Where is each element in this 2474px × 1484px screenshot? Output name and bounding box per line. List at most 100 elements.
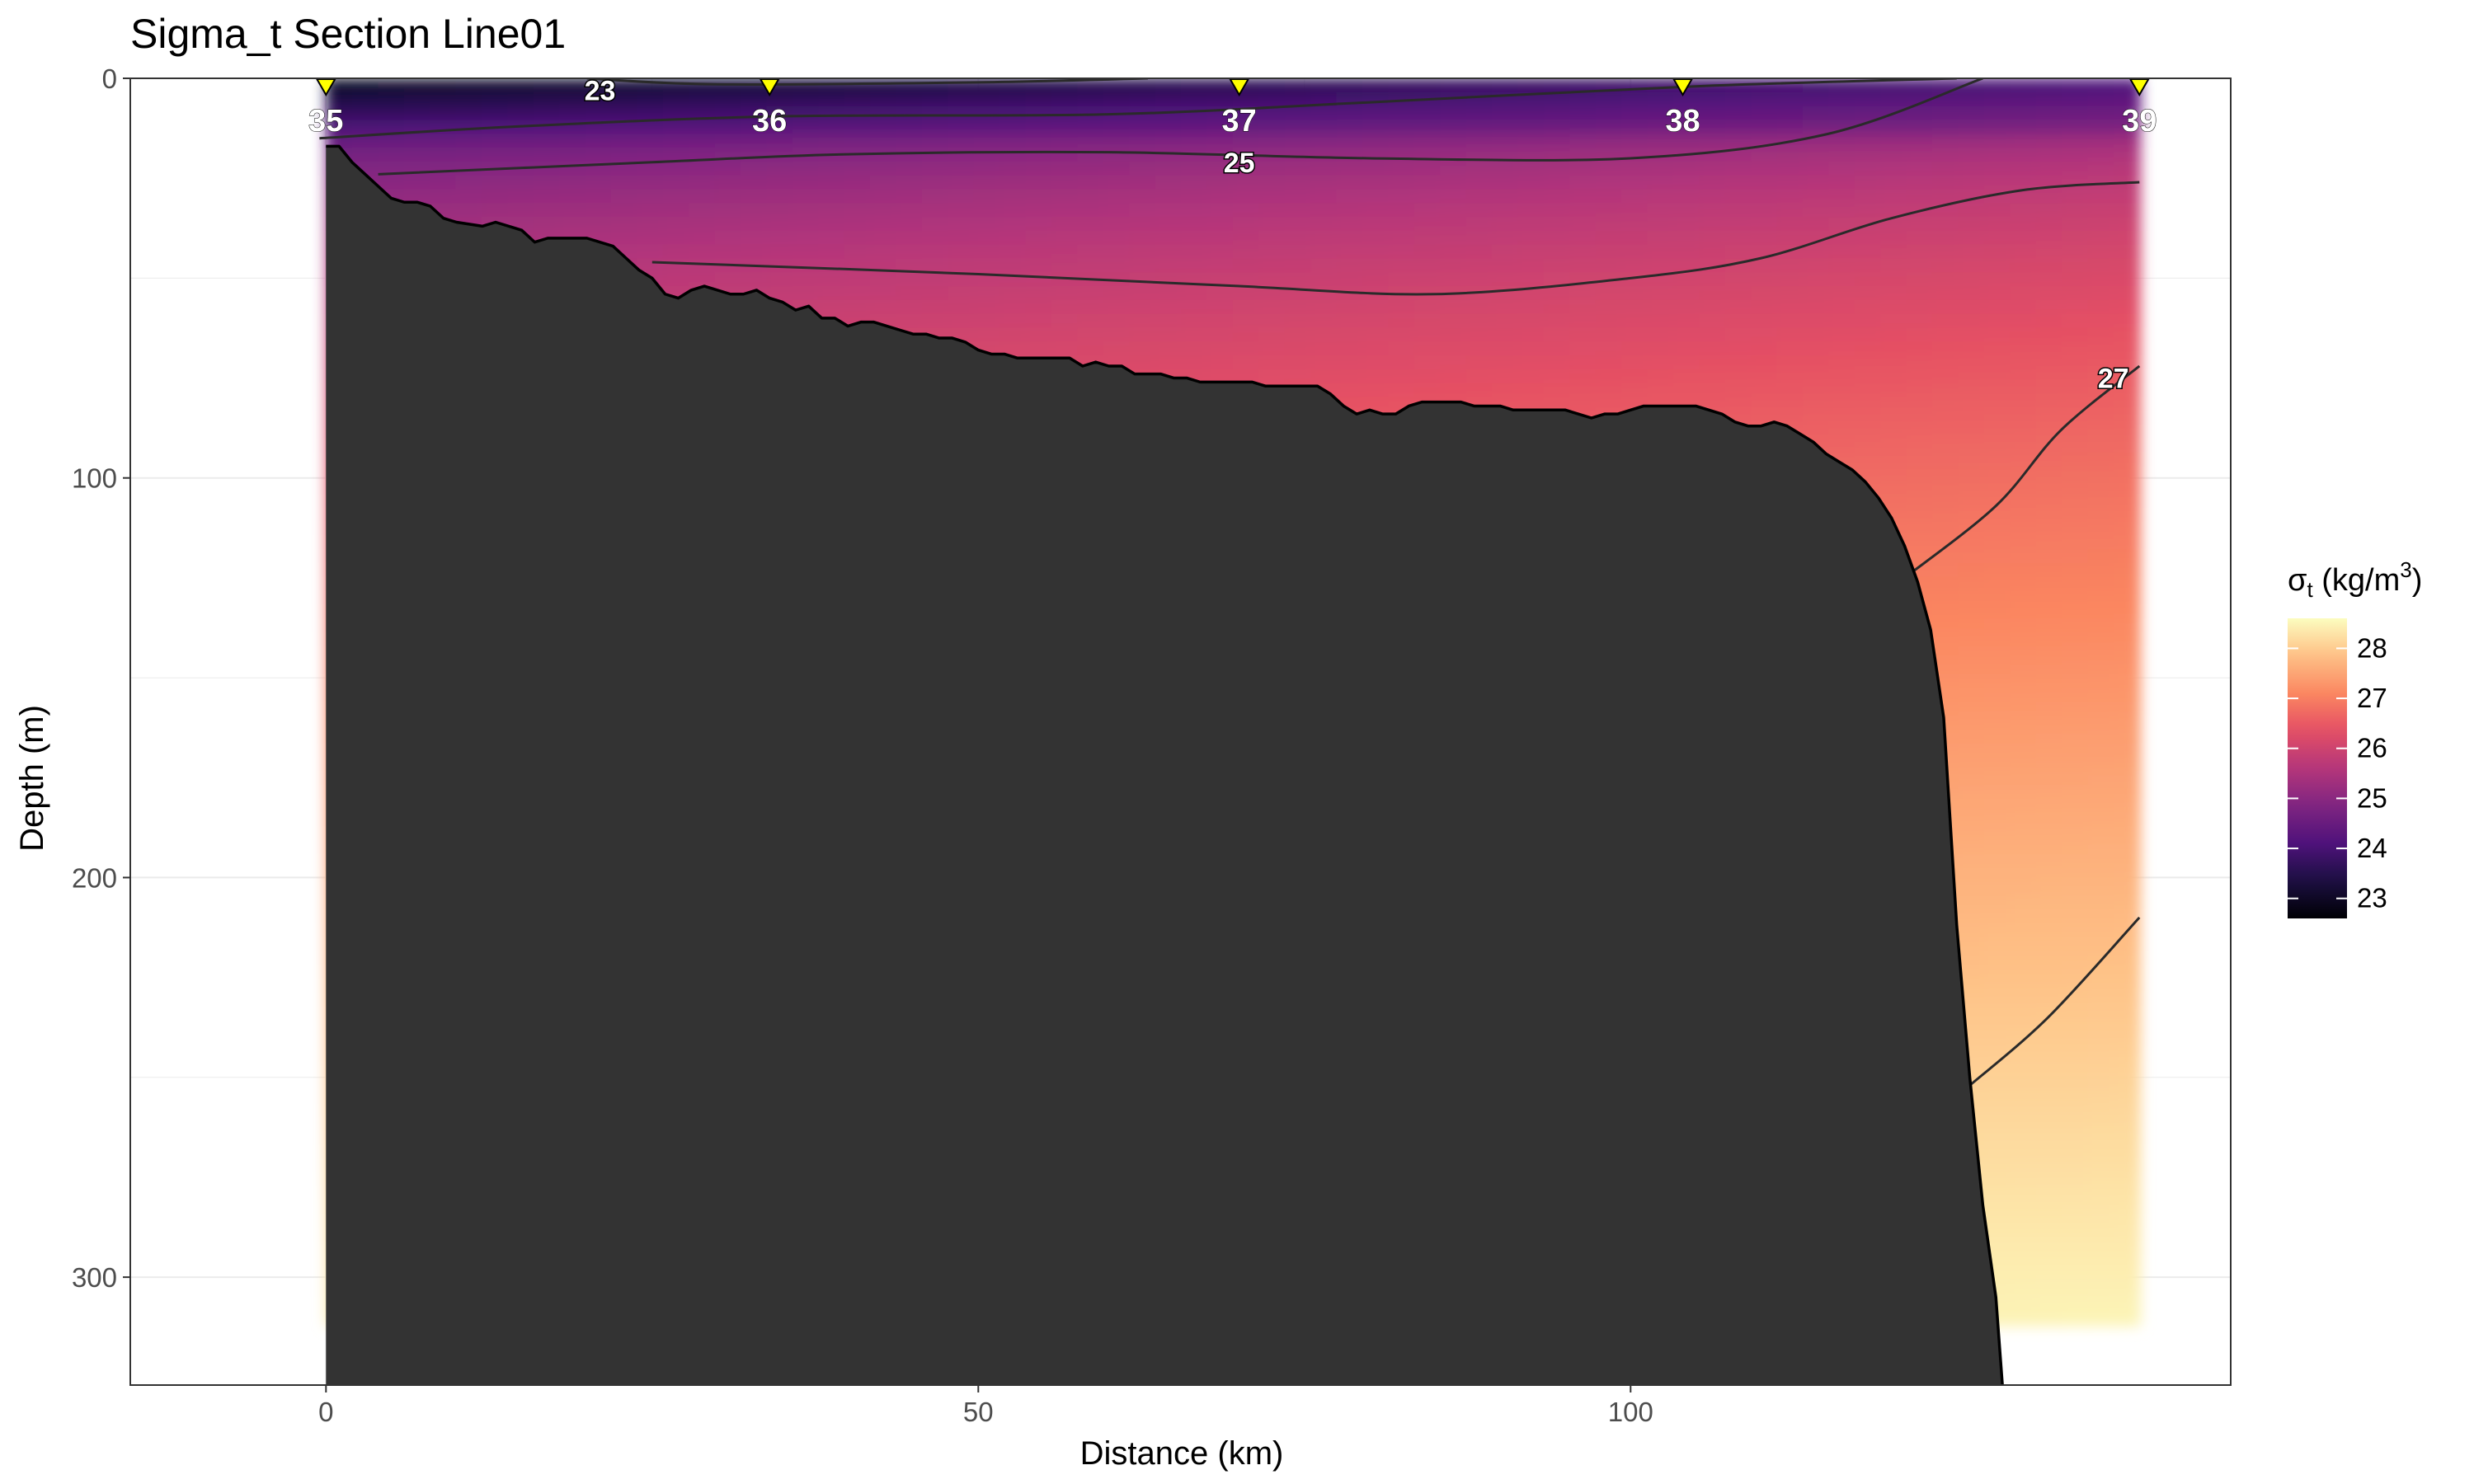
field-cell [1310,230,1338,247]
field-cell [844,217,872,232]
field-cell [1362,230,1390,247]
field-cell [869,230,897,247]
field-cell [481,189,509,204]
field-cell [1543,161,1571,177]
field-cell [1620,355,1649,371]
field-cell [869,189,897,204]
field-cell [1258,175,1286,190]
field-cell [507,175,535,190]
field-cell [792,189,820,204]
field-cell [896,92,924,108]
field-cell [1517,92,1545,108]
field-cell [1362,369,1390,385]
field-cell [1440,217,1468,232]
field-cell [1465,327,1493,343]
field-cell [1647,189,1675,204]
field-cell [1595,286,1623,302]
field-cell [559,134,586,149]
field-cell [973,230,1001,247]
field-cell [689,134,717,149]
field-cell [1569,230,1597,247]
field-cell [1362,355,1390,371]
field-cell [1258,78,1286,94]
field-cell [1284,244,1312,260]
field-cell [1620,203,1649,218]
field-cell [378,106,406,121]
field-cell [1388,120,1416,135]
field-cell [1077,189,1105,204]
field-cell [869,161,897,177]
field-cell [1440,134,1468,149]
field-cell [1051,341,1079,357]
field-cell [403,92,431,108]
field-cell [662,217,690,232]
field-cell [1284,313,1312,329]
field-cell [429,134,457,149]
field-cell [1180,189,1208,204]
field-cell [714,161,742,177]
field-cell [792,175,820,190]
field-cell [1595,341,1623,357]
field-cell [999,327,1027,343]
field-cell [1310,203,1338,218]
field-cell [1077,299,1105,316]
field-cell [1103,327,1131,343]
field-cell [1543,78,1571,94]
field-cell [1206,230,1235,247]
field-cell [1724,161,1752,177]
field-cell [1129,313,1157,329]
field-cell [1310,272,1338,288]
field-cell [792,78,820,94]
field-cell [1258,230,1286,247]
field-cell [1569,258,1597,274]
field-cell [1129,134,1157,149]
field-cell [1517,397,1545,412]
field-cell [1336,217,1364,232]
field-cell [662,175,690,190]
field-cell [1284,272,1312,288]
field-cell [1284,230,1312,247]
field-cell [844,106,872,121]
field-cell [714,120,742,135]
field-cell [1569,341,1597,357]
field-cell [662,230,690,247]
field-cell [1595,175,1623,190]
field-cell [844,244,872,260]
field-cell [1388,383,1416,398]
field-cell [585,106,613,121]
field-cell [1336,203,1364,218]
field-cell [662,78,690,94]
field-cell [1620,189,1649,204]
field-cell [1258,299,1286,316]
field-cell [1155,217,1183,232]
field-cell [1129,92,1157,108]
field-cell [1595,106,1623,121]
field-cell [869,217,897,232]
field-cell [610,134,638,149]
field-cell [1051,244,1079,260]
field-cell [714,148,742,163]
field-cell [1206,313,1235,329]
field-cell [1517,369,1545,385]
field-cell [1336,258,1364,274]
field-cell [818,175,846,190]
field-cell [610,120,638,135]
field-cell [1543,258,1571,274]
field-cell [1103,175,1131,190]
field-cell [1310,217,1338,232]
field-cell [1569,120,1597,135]
field-cell [1569,175,1597,190]
field-cell [1672,355,1700,371]
field-cell [948,148,976,163]
field-cell [973,175,1001,190]
field-cell [1543,286,1571,302]
field-cell [766,161,794,177]
field-cell [1206,92,1235,108]
field-cell [948,161,976,177]
field-cell [1103,203,1131,218]
field-cell [1517,217,1545,232]
field-cell [455,106,483,121]
field-cell [610,189,638,204]
field-cell [1465,230,1493,247]
field-cell [1336,175,1364,190]
